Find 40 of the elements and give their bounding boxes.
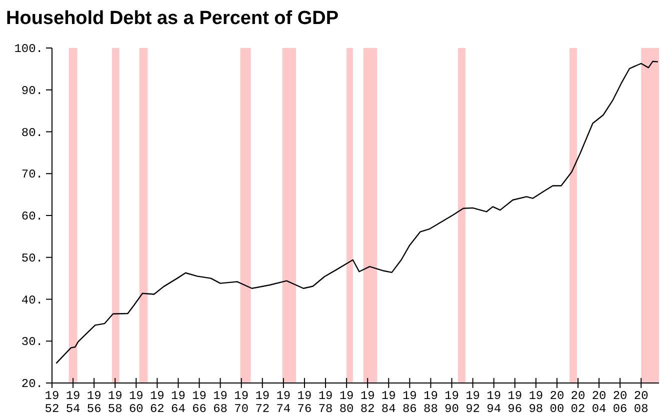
x-tick-label: 19 56 (86, 389, 102, 416)
x-tick-label: 19 88 (424, 389, 438, 416)
x-tick-label: 19 90 (444, 389, 459, 416)
line-series (56, 60, 659, 364)
x-tick-label: 20 08 (634, 389, 648, 416)
x-tick-label: 19 60 (128, 389, 144, 416)
x-tick-label: 19 82 (360, 389, 375, 416)
x-tick-label: 19 54 (66, 389, 80, 416)
x-tick-label: 19 72 (255, 389, 270, 416)
x-tick-label: 20 02 (570, 389, 586, 416)
x-tick-label: 20 00 (550, 389, 564, 416)
x-tick-label: 19 84 (381, 389, 396, 416)
x-tick-label: 19 78 (318, 389, 333, 416)
x-tick-label: 19 52 (44, 389, 60, 416)
y-tick-label: 70. (21, 168, 43, 182)
x-tick-label: 19 92 (466, 389, 480, 416)
chart-title: Household Debt as a Percent of GDP (6, 8, 339, 29)
x-tick-label: 20 04 (592, 389, 606, 416)
y-tick-label: 40. (21, 293, 43, 308)
x-tick-label: 19 70 (234, 389, 249, 416)
y-tick-label: 60. (21, 210, 43, 224)
y-tick-label: 90. (21, 84, 43, 98)
x-tick-label: 19 66 (192, 389, 206, 416)
y-tick-label: 80. (21, 126, 43, 140)
y-tick-label: 100. (14, 42, 43, 56)
x-tick-label: 19 86 (402, 389, 417, 416)
x-tick-label: 19 96 (508, 389, 522, 416)
x-tick-label: 19 58 (108, 389, 122, 416)
x-tick-label: 19 80 (339, 389, 354, 416)
y-tick-label: 30. (21, 335, 43, 350)
x-tick-label: 19 64 (171, 389, 186, 416)
x-tick-label: 19 62 (150, 389, 164, 416)
x-tick-label: 20 06 (612, 389, 628, 416)
x-tick-label: 19 94 (486, 389, 502, 416)
x-tick-label: 19 74 (276, 389, 291, 416)
x-tick-label: 19 76 (297, 389, 312, 416)
x-tick-label: 19 68 (213, 389, 228, 416)
x-tick-label: 19 98 (528, 389, 544, 416)
y-tick-label: 50. (21, 251, 43, 266)
y-tick-label: 20. (21, 377, 43, 391)
